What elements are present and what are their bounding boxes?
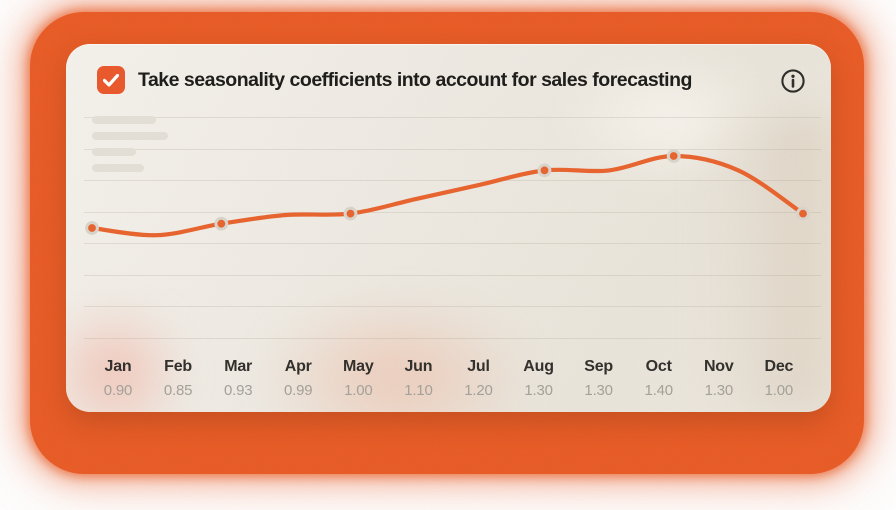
month-label: Jul (467, 358, 490, 375)
month-label: Mar (224, 358, 253, 375)
month-value: 1.10 (404, 382, 433, 399)
skeleton-bar (92, 148, 136, 156)
info-icon[interactable] (780, 68, 806, 94)
chart-point (796, 206, 810, 221)
month-value: 1.00 (764, 382, 794, 399)
month-value: 0.99 (284, 382, 313, 399)
month-column: Jan 0.90 (92, 358, 144, 399)
grid-line (84, 337, 821, 339)
month-value: 1.40 (644, 382, 674, 399)
month-column: Nov 1.30 (693, 358, 745, 399)
month-column: Mar 0.93 (212, 358, 264, 399)
month-value: 1.30 (524, 382, 553, 399)
seasonality-checkbox[interactable] (97, 66, 125, 94)
month-label: Sep (584, 358, 613, 375)
grid-line (84, 274, 821, 276)
grid-line (84, 243, 821, 244)
month-label: May (343, 358, 374, 375)
month-value: 0.85 (163, 382, 193, 399)
month-label: Feb (164, 358, 192, 375)
month-axis: Jan 0.90 Feb 0.85 Mar 0.93 Apr 0.99 May 1.00 Jun 1.… (92, 358, 805, 399)
chart-point (666, 149, 681, 163)
skeleton-bar (92, 116, 156, 124)
chart-point (214, 216, 229, 231)
month-column: Sep 1.30 (573, 358, 625, 399)
month-column: May 1.00 (332, 358, 384, 399)
month-column: Apr 0.99 (272, 358, 324, 399)
month-column: Aug 1.30 (513, 358, 565, 399)
month-value: 1.30 (584, 382, 613, 399)
card-title: Take seasonality coefficients into accou… (138, 68, 692, 91)
seasonality-chart (85, 149, 810, 238)
month-label: Oct (645, 358, 672, 375)
grid-line (84, 148, 821, 150)
skeleton-bar (92, 164, 144, 172)
checkmark-icon (103, 73, 119, 87)
month-label: Nov (703, 358, 734, 375)
month-label: Dec (764, 358, 794, 375)
month-column: Dec 1.00 (753, 358, 805, 399)
chart-point (85, 221, 99, 235)
seasonality-card: Take seasonality coefficients into accou… (66, 44, 831, 412)
chart-line (89, 153, 806, 238)
month-column: Jul 1.20 (452, 358, 504, 399)
month-value: 1.30 (704, 382, 734, 399)
grid-line (84, 306, 821, 307)
month-value: 0.90 (103, 382, 133, 399)
chart-point (537, 163, 552, 178)
month-value: 0.93 (223, 382, 253, 399)
orange-frame: Take seasonality coefficients into accou… (30, 12, 864, 474)
chart-point (343, 206, 358, 221)
month-value: 1.00 (344, 382, 373, 399)
month-column: Oct 1.40 (633, 358, 685, 399)
grid-line (84, 211, 821, 213)
grid-line (84, 180, 821, 181)
month-label: Aug (523, 358, 554, 375)
month-label: Apr (284, 358, 312, 375)
month-column: Feb 0.85 (152, 358, 204, 399)
skeleton-bar (92, 132, 168, 140)
grid-line (84, 117, 821, 118)
card-header: Take seasonality coefficients into accou… (97, 66, 806, 94)
month-value: 1.20 (464, 382, 493, 399)
month-column: Jun 1.10 (392, 358, 444, 399)
month-label: Jan (104, 358, 132, 375)
month-label: Jun (404, 358, 433, 375)
